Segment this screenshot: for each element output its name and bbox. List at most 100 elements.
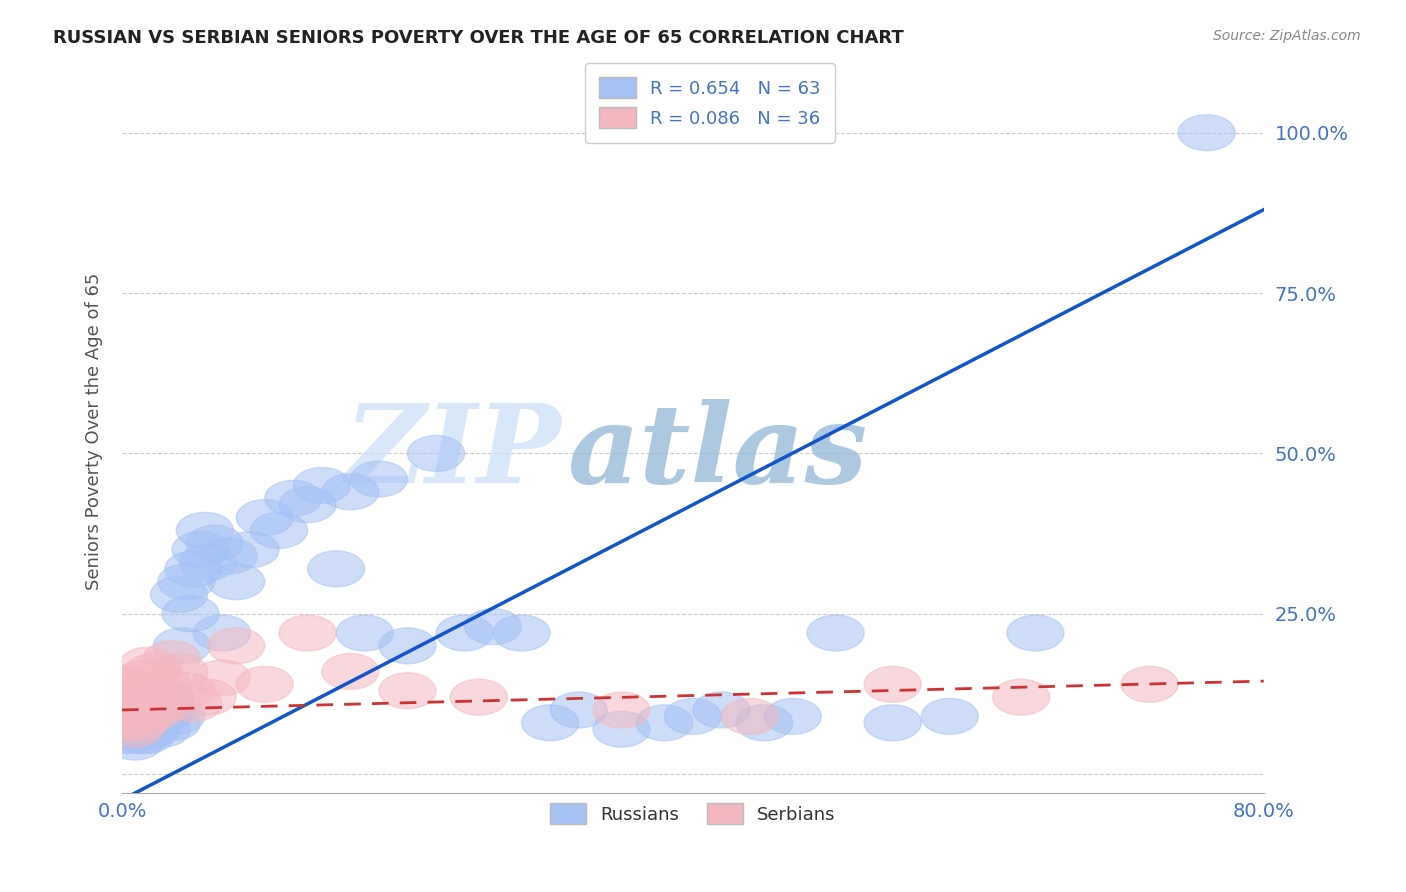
Ellipse shape xyxy=(134,666,191,702)
Ellipse shape xyxy=(865,666,921,702)
Ellipse shape xyxy=(865,705,921,740)
Ellipse shape xyxy=(162,596,219,632)
Ellipse shape xyxy=(114,718,170,754)
Ellipse shape xyxy=(122,673,179,708)
Ellipse shape xyxy=(143,705,201,740)
Ellipse shape xyxy=(101,718,157,754)
Ellipse shape xyxy=(153,628,211,664)
Ellipse shape xyxy=(148,698,205,734)
Y-axis label: Seniors Poverty Over the Age of 65: Seniors Poverty Over the Age of 65 xyxy=(86,272,103,590)
Ellipse shape xyxy=(125,654,181,690)
Ellipse shape xyxy=(436,615,494,651)
Ellipse shape xyxy=(179,544,236,581)
Ellipse shape xyxy=(157,673,215,708)
Ellipse shape xyxy=(157,564,215,599)
Ellipse shape xyxy=(179,679,236,715)
Ellipse shape xyxy=(350,461,408,497)
Ellipse shape xyxy=(136,686,194,722)
Ellipse shape xyxy=(636,705,693,740)
Ellipse shape xyxy=(308,551,364,587)
Text: atlas: atlas xyxy=(567,399,868,507)
Ellipse shape xyxy=(120,692,176,728)
Ellipse shape xyxy=(236,500,294,535)
Ellipse shape xyxy=(118,718,174,754)
Ellipse shape xyxy=(101,692,157,728)
Ellipse shape xyxy=(278,487,336,523)
Ellipse shape xyxy=(735,705,793,740)
Legend: Russians, Serbians: Russians, Serbians xyxy=(540,792,846,835)
Ellipse shape xyxy=(194,615,250,651)
Ellipse shape xyxy=(921,698,979,734)
Ellipse shape xyxy=(807,615,865,651)
Ellipse shape xyxy=(136,679,194,715)
Ellipse shape xyxy=(117,679,173,715)
Ellipse shape xyxy=(122,698,179,734)
Ellipse shape xyxy=(208,564,264,599)
Ellipse shape xyxy=(208,628,264,664)
Ellipse shape xyxy=(112,692,169,728)
Ellipse shape xyxy=(172,532,229,567)
Ellipse shape xyxy=(494,615,550,651)
Ellipse shape xyxy=(112,698,169,734)
Ellipse shape xyxy=(143,640,201,677)
Ellipse shape xyxy=(117,711,173,747)
Ellipse shape xyxy=(522,705,579,740)
Ellipse shape xyxy=(129,692,186,728)
Ellipse shape xyxy=(139,692,197,728)
Ellipse shape xyxy=(186,525,243,561)
Ellipse shape xyxy=(118,698,174,734)
Ellipse shape xyxy=(115,660,172,696)
Ellipse shape xyxy=(336,615,394,651)
Ellipse shape xyxy=(721,698,779,734)
Ellipse shape xyxy=(134,711,191,747)
Ellipse shape xyxy=(127,705,183,740)
Ellipse shape xyxy=(176,512,233,549)
Ellipse shape xyxy=(104,698,160,734)
Ellipse shape xyxy=(194,660,250,696)
Ellipse shape xyxy=(550,692,607,728)
Ellipse shape xyxy=(120,647,176,683)
Ellipse shape xyxy=(121,705,177,740)
Ellipse shape xyxy=(165,686,222,722)
Ellipse shape xyxy=(593,711,650,747)
Ellipse shape xyxy=(107,724,163,760)
Ellipse shape xyxy=(1178,115,1234,151)
Ellipse shape xyxy=(264,480,322,516)
Ellipse shape xyxy=(322,474,380,510)
Text: ZIP: ZIP xyxy=(344,399,561,507)
Text: RUSSIAN VS SERBIAN SENIORS POVERTY OVER THE AGE OF 65 CORRELATION CHART: RUSSIAN VS SERBIAN SENIORS POVERTY OVER … xyxy=(53,29,904,47)
Text: Source: ZipAtlas.com: Source: ZipAtlas.com xyxy=(1213,29,1361,44)
Ellipse shape xyxy=(380,628,436,664)
Ellipse shape xyxy=(380,673,436,708)
Ellipse shape xyxy=(108,692,165,728)
Ellipse shape xyxy=(108,686,165,722)
Ellipse shape xyxy=(693,692,749,728)
Ellipse shape xyxy=(150,576,208,613)
Ellipse shape xyxy=(201,538,257,574)
Ellipse shape xyxy=(105,666,162,702)
Ellipse shape xyxy=(322,654,380,690)
Ellipse shape xyxy=(250,512,308,549)
Ellipse shape xyxy=(111,705,167,740)
Ellipse shape xyxy=(294,467,350,503)
Ellipse shape xyxy=(115,705,172,740)
Ellipse shape xyxy=(765,698,821,734)
Ellipse shape xyxy=(464,608,522,645)
Ellipse shape xyxy=(278,615,336,651)
Ellipse shape xyxy=(111,711,167,747)
Ellipse shape xyxy=(129,692,186,728)
Ellipse shape xyxy=(98,705,155,740)
Ellipse shape xyxy=(125,686,181,722)
Ellipse shape xyxy=(124,711,180,747)
Ellipse shape xyxy=(104,705,160,740)
Ellipse shape xyxy=(450,679,508,715)
Ellipse shape xyxy=(103,679,159,715)
Ellipse shape xyxy=(110,673,166,708)
Ellipse shape xyxy=(132,698,190,734)
Ellipse shape xyxy=(593,692,650,728)
Ellipse shape xyxy=(150,654,208,690)
Ellipse shape xyxy=(1121,666,1178,702)
Ellipse shape xyxy=(236,666,294,702)
Ellipse shape xyxy=(222,532,278,567)
Ellipse shape xyxy=(107,711,163,747)
